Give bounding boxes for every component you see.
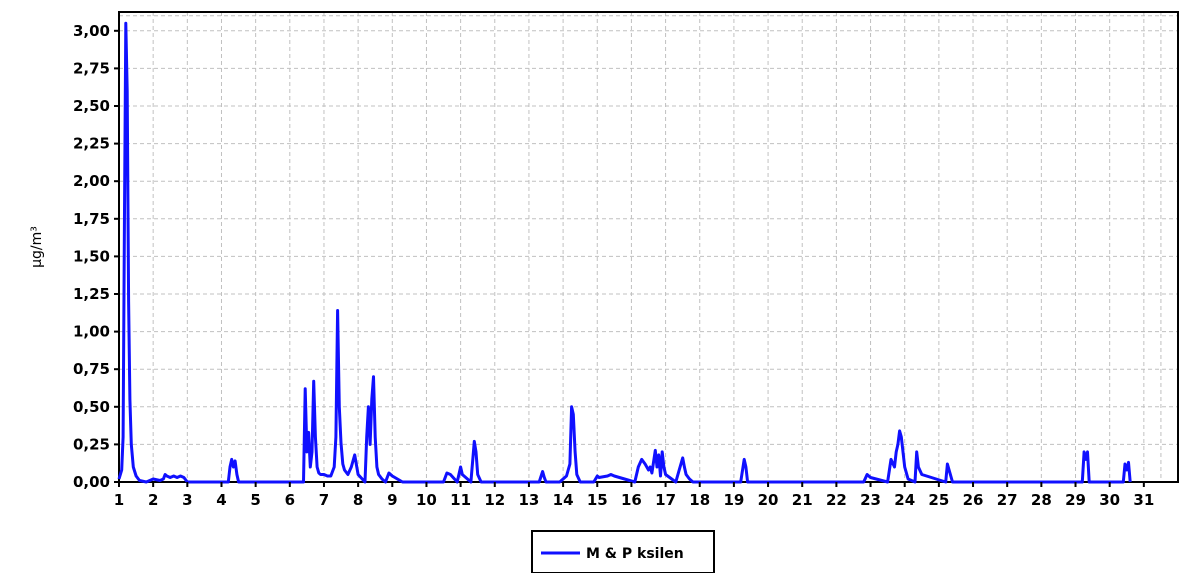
y-tick-label: 1,00 bbox=[73, 323, 110, 341]
y-tick-label: 2,75 bbox=[73, 59, 110, 77]
x-tick-label: 9 bbox=[387, 491, 397, 509]
y-tick-label: 0,75 bbox=[73, 360, 110, 378]
legend-series-label: M & P ksilen bbox=[586, 546, 684, 562]
x-axis-tick-labels: 1 2 3 4 5 6 7 8 9 10 11 12 13 14 15 16 17 18 19 20 21 22 23 24 2… bbox=[114, 491, 1154, 509]
x-tick-label: 11 bbox=[450, 491, 471, 509]
plot-area bbox=[118, 11, 1179, 483]
y-tick-label: 3,00 bbox=[73, 22, 110, 40]
x-tick-label: 26 bbox=[963, 491, 984, 509]
x-tick-label: 6 bbox=[285, 491, 295, 509]
x-tick-label: 31 bbox=[1133, 491, 1154, 509]
x-tick-label: 29 bbox=[1065, 491, 1086, 509]
axis-ticks bbox=[114, 29, 1145, 487]
x-tick-label: 7 bbox=[319, 491, 329, 509]
x-tick-label: 24 bbox=[894, 491, 915, 509]
y-tick-label: 0,00 bbox=[73, 473, 110, 491]
x-tick-label: 23 bbox=[860, 491, 881, 509]
x-tick-label: 16 bbox=[621, 491, 642, 509]
x-tick-label: 13 bbox=[518, 491, 539, 509]
x-tick-label: 1 bbox=[114, 491, 124, 509]
x-tick-label: 22 bbox=[826, 491, 847, 509]
x-tick-label: 2 bbox=[148, 491, 158, 509]
y-tick-label: 1,50 bbox=[73, 247, 110, 265]
x-tick-label: 5 bbox=[250, 491, 260, 509]
x-tick-label: 21 bbox=[792, 491, 813, 509]
x-tick-label: 8 bbox=[353, 491, 363, 509]
x-tick-label: 10 bbox=[416, 491, 437, 509]
y-axis-label: µg/m³ bbox=[29, 226, 45, 268]
y-tick-label: 1,25 bbox=[73, 285, 110, 303]
x-tick-label: 3 bbox=[182, 491, 192, 509]
series-layer bbox=[117, 21, 1132, 484]
y-tick-label: 0,50 bbox=[73, 398, 110, 416]
y-tick-label: 2,25 bbox=[73, 135, 110, 153]
x-tick-label: 17 bbox=[655, 491, 676, 509]
x-tick-label: 18 bbox=[689, 491, 710, 509]
x-tick-label: 30 bbox=[1099, 491, 1120, 509]
x-tick-label: 15 bbox=[587, 491, 608, 509]
grid-lines bbox=[119, 12, 1178, 482]
x-tick-label: 28 bbox=[1031, 491, 1052, 509]
series-line bbox=[117, 21, 1132, 484]
y-tick-label: 0,25 bbox=[73, 435, 110, 453]
x-tick-label: 14 bbox=[553, 491, 574, 509]
y-tick-label: 2,50 bbox=[73, 97, 110, 115]
x-tick-label: 12 bbox=[484, 491, 505, 509]
y-axis-tick-labels: 0,00 0,25 0,50 0,75 1,00 1,25 1,50 1,75 2,00 2,25… bbox=[73, 22, 110, 491]
y-tick-label: 2,00 bbox=[73, 172, 110, 190]
x-tick-label: 19 bbox=[723, 491, 744, 509]
x-tick-label: 25 bbox=[928, 491, 949, 509]
x-tick-label: 20 bbox=[758, 491, 779, 509]
legend: M & P ksilen bbox=[531, 530, 715, 573]
x-tick-label: 4 bbox=[216, 491, 226, 509]
y-tick-label: 1,75 bbox=[73, 210, 110, 228]
x-tick-label: 27 bbox=[997, 491, 1018, 509]
